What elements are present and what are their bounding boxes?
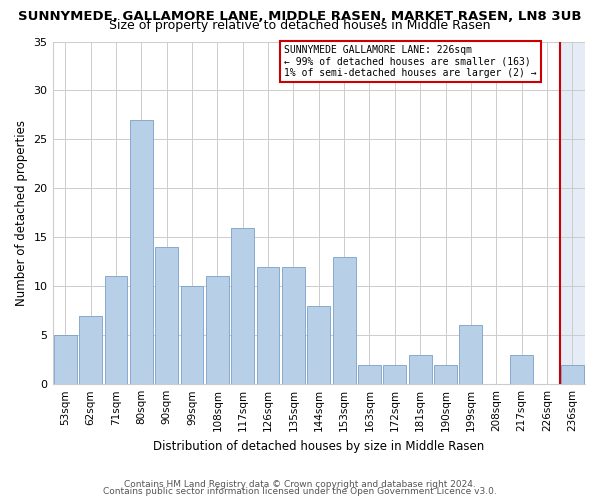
Bar — [282, 266, 305, 384]
Text: SUNNYMEDE, GALLAMORE LANE, MIDDLE RASEN, MARKET RASEN, LN8 3UB: SUNNYMEDE, GALLAMORE LANE, MIDDLE RASEN,… — [18, 10, 582, 23]
Bar — [561, 364, 584, 384]
Bar — [358, 364, 381, 384]
Bar — [560, 42, 585, 384]
Bar — [409, 355, 431, 384]
Bar — [383, 364, 406, 384]
Bar — [460, 326, 482, 384]
Bar — [333, 257, 356, 384]
Bar — [307, 306, 330, 384]
Bar — [155, 247, 178, 384]
Bar — [434, 364, 457, 384]
Bar — [130, 120, 152, 384]
Bar — [510, 355, 533, 384]
Bar — [79, 316, 102, 384]
Bar — [257, 266, 280, 384]
Text: Size of property relative to detached houses in Middle Rasen: Size of property relative to detached ho… — [109, 19, 491, 32]
Bar — [181, 286, 203, 384]
Text: Contains public sector information licensed under the Open Government Licence v3: Contains public sector information licen… — [103, 487, 497, 496]
Bar — [206, 276, 229, 384]
Y-axis label: Number of detached properties: Number of detached properties — [15, 120, 28, 306]
Bar — [231, 228, 254, 384]
Bar — [104, 276, 127, 384]
Text: SUNNYMEDE GALLAMORE LANE: 226sqm
← 99% of detached houses are smaller (163)
1% o: SUNNYMEDE GALLAMORE LANE: 226sqm ← 99% o… — [284, 45, 537, 78]
X-axis label: Distribution of detached houses by size in Middle Rasen: Distribution of detached houses by size … — [153, 440, 484, 452]
Bar — [54, 335, 77, 384]
Text: Contains HM Land Registry data © Crown copyright and database right 2024.: Contains HM Land Registry data © Crown c… — [124, 480, 476, 489]
